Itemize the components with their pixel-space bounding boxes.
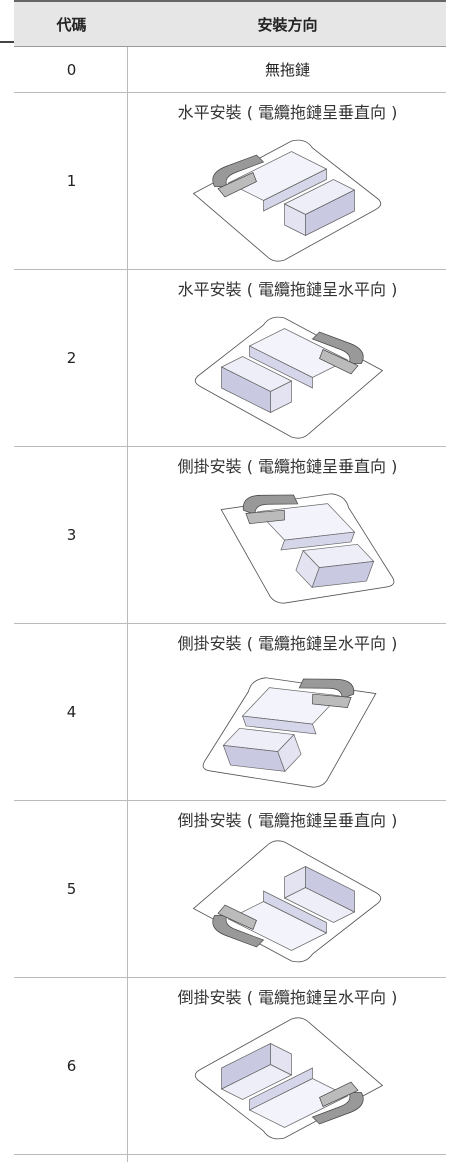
actuator-drawing	[194, 316, 383, 439]
direction-cell: 側掛安裝 ( 電纜拖鏈呈垂直向 )	[129, 446, 446, 624]
header-cell: 安裝方向	[129, 0, 446, 47]
actuator-drawing	[197, 481, 408, 621]
table-row: 4 側掛安裝 ( 電纜拖鏈呈水平向 )	[14, 623, 446, 801]
code-cell: 0	[14, 46, 129, 93]
direction-text: 倒掛安裝 ( 電纜拖鏈呈垂直向 )	[177, 811, 398, 830]
table-row: 2 水平安裝 ( 電纜拖鏈呈水平向 )	[14, 269, 446, 447]
border-accent	[0, 41, 14, 43]
direction-text: 側掛安裝 ( 電纜拖鏈呈水平向 )	[177, 634, 398, 653]
table-row: 5 倒掛安裝 ( 電纜拖鏈呈垂直向 )	[14, 800, 446, 978]
direction-cell: 側掛安裝 ( 電纜拖鏈呈水平向 )	[129, 623, 446, 801]
table-row: 1 水平安裝 ( 電纜拖鏈呈垂直向 )	[14, 92, 446, 270]
direction-cell: 無拖鏈	[129, 46, 446, 93]
install-illustration	[192, 840, 381, 963]
direction-text: 水平安裝 ( 電纜拖鏈呈垂直向 )	[177, 103, 398, 122]
table-row: 3 側掛安裝 ( 電纜拖鏈呈垂直向 )	[14, 446, 446, 624]
actuator-drawing	[194, 1017, 383, 1140]
direction-cell: 倒掛安裝 ( 電纜拖鏈呈水平向 )	[129, 977, 446, 1155]
table-row: 6 倒掛安裝 ( 電纜拖鏈呈水平向 )	[14, 977, 446, 1155]
table-body: 0 無拖鏈 1 水平安裝 ( 電纜拖鏈呈垂直向 ) 2 水平安裝 ( 電纜拖鏈呈水平向 )…	[14, 46, 446, 1155]
direction-cell: 倒掛安裝 ( 電纜拖鏈呈垂直向 )	[129, 800, 446, 978]
actuator-drawing	[192, 139, 381, 262]
actuator-drawing	[192, 840, 381, 963]
install-table: 代碼 安裝方向 0 無拖鏈 1 水平安裝 ( 電纜拖鏈呈垂直向 ) 2 水平安裝 ( 電纜…	[14, 0, 446, 1155]
install-illustration	[192, 139, 381, 262]
install-illustration	[197, 481, 408, 621]
install-illustration	[180, 658, 399, 798]
direction-cell: 水平安裝 ( 電纜拖鏈呈水平向 )	[129, 269, 446, 447]
direction-text: 水平安裝 ( 電纜拖鏈呈水平向 )	[177, 280, 398, 299]
direction-text: 倒掛安裝 ( 電纜拖鏈呈水平向 )	[177, 988, 398, 1007]
actuator-drawing	[180, 658, 399, 798]
install-illustration	[194, 316, 383, 439]
table-row: 0 無拖鏈	[14, 46, 446, 93]
header-row: 代碼 安裝方向	[14, 0, 446, 47]
direction-cell: 水平安裝 ( 電纜拖鏈呈垂直向 )	[129, 92, 446, 270]
header-cell: 代碼	[14, 0, 129, 47]
direction-text: 側掛安裝 ( 電纜拖鏈呈垂直向 )	[177, 457, 398, 476]
code-cell: 4	[14, 623, 129, 801]
code-cell: 3	[14, 446, 129, 624]
code-cell: 6	[14, 977, 129, 1155]
code-cell: 5	[14, 800, 129, 978]
code-cell: 2	[14, 269, 129, 447]
code-cell: 1	[14, 92, 129, 270]
install-illustration	[194, 1017, 383, 1140]
